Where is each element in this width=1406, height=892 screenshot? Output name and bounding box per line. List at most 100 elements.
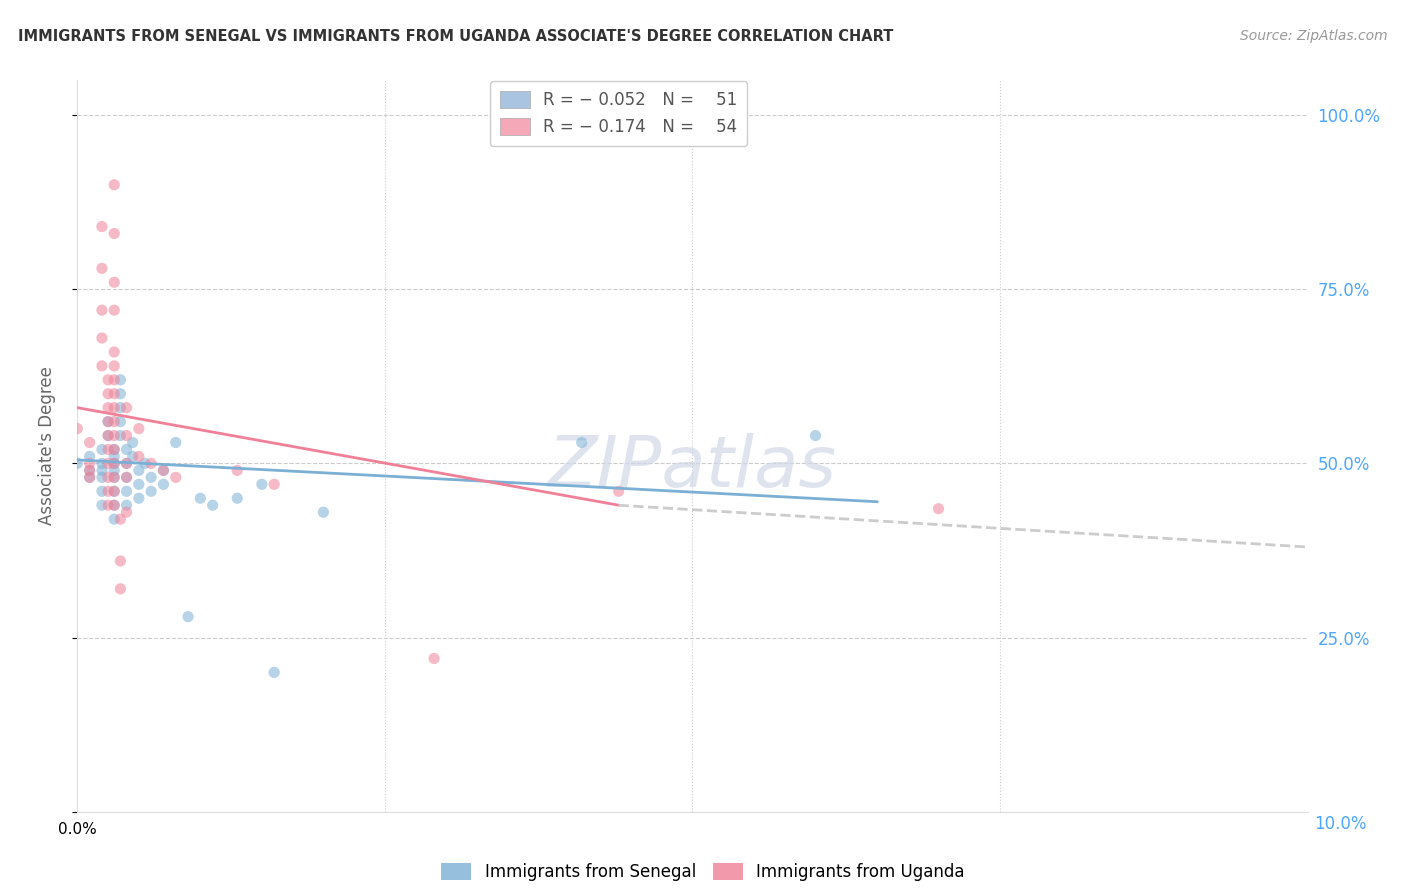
Point <box>110 582 132 596</box>
Point <box>121 435 143 450</box>
Point <box>128 463 150 477</box>
Point <box>103 401 125 415</box>
Point <box>97 498 120 512</box>
Point <box>250 477 273 491</box>
Point <box>226 491 249 506</box>
Point <box>312 505 335 519</box>
Point <box>115 428 138 442</box>
Point <box>103 470 125 484</box>
Point <box>226 463 249 477</box>
Point <box>103 512 125 526</box>
Point <box>103 428 125 442</box>
Point <box>66 421 89 435</box>
Point <box>115 484 138 499</box>
Point <box>103 415 125 429</box>
Point <box>90 498 114 512</box>
Point <box>90 463 114 477</box>
Point <box>103 470 125 484</box>
Point <box>103 498 125 512</box>
Point <box>103 345 125 359</box>
Point <box>110 428 132 442</box>
Point <box>188 491 212 506</box>
Point <box>103 178 125 192</box>
Point <box>201 498 224 512</box>
Point <box>97 373 120 387</box>
Text: IMMIGRANTS FROM SENEGAL VS IMMIGRANTS FROM UGANDA ASSOCIATE'S DEGREE CORRELATION: IMMIGRANTS FROM SENEGAL VS IMMIGRANTS FR… <box>18 29 894 44</box>
Point <box>79 450 101 464</box>
Point <box>79 470 101 484</box>
Point <box>115 457 138 471</box>
Point <box>103 457 125 471</box>
Point <box>110 401 132 415</box>
Point <box>97 470 120 484</box>
Point <box>804 428 827 442</box>
Text: Source: ZipAtlas.com: Source: ZipAtlas.com <box>1240 29 1388 43</box>
Text: 10.0%: 10.0% <box>1315 815 1367 833</box>
Point <box>115 470 138 484</box>
Point <box>141 457 163 471</box>
Point <box>115 457 138 471</box>
Point <box>97 386 120 401</box>
Point <box>79 435 101 450</box>
Y-axis label: Associate's Degree: Associate's Degree <box>38 367 56 525</box>
Point <box>115 498 138 512</box>
Point <box>90 219 114 234</box>
Point <box>115 401 138 415</box>
Point <box>103 386 125 401</box>
Point <box>90 359 114 373</box>
Point <box>103 484 125 499</box>
Point <box>128 491 150 506</box>
Point <box>571 435 593 450</box>
Point <box>607 484 630 499</box>
Point <box>103 442 125 457</box>
Point <box>165 470 187 484</box>
Point <box>115 505 138 519</box>
Point <box>79 463 101 477</box>
Legend: R = − 0.052 N =  51, R = − 0.174 N =  54: R = − 0.052 N = 51, R = − 0.174 N = 54 <box>489 81 748 146</box>
Point <box>110 554 132 568</box>
Point <box>90 303 114 318</box>
Point <box>423 651 446 665</box>
Point <box>90 442 114 457</box>
Point <box>110 386 132 401</box>
Point <box>115 470 138 484</box>
Point <box>90 470 114 484</box>
Point <box>152 477 174 491</box>
Point <box>134 457 156 471</box>
Point <box>165 435 187 450</box>
Point <box>97 428 120 442</box>
Point <box>79 457 101 471</box>
Point <box>177 609 200 624</box>
Point <box>128 421 150 435</box>
Point <box>103 442 125 457</box>
Point <box>90 331 114 345</box>
Point <box>103 275 125 289</box>
Point <box>103 303 125 318</box>
Point <box>90 484 114 499</box>
Point <box>110 415 132 429</box>
Point <box>152 463 174 477</box>
Point <box>110 512 132 526</box>
Point <box>103 450 125 464</box>
Point <box>97 442 120 457</box>
Point <box>141 484 163 499</box>
Point <box>103 457 125 471</box>
Point <box>103 227 125 241</box>
Point <box>90 457 114 471</box>
Point <box>263 665 285 680</box>
Point <box>79 463 101 477</box>
Point <box>90 261 114 276</box>
Point <box>152 463 174 477</box>
Point <box>103 498 125 512</box>
Point <box>97 415 120 429</box>
Point <box>97 484 120 499</box>
Point <box>103 359 125 373</box>
Point <box>79 470 101 484</box>
Point <box>110 373 132 387</box>
Point <box>103 463 125 477</box>
Point <box>97 457 120 471</box>
Point <box>128 477 150 491</box>
Point <box>115 442 138 457</box>
Point <box>141 470 163 484</box>
Point <box>103 373 125 387</box>
